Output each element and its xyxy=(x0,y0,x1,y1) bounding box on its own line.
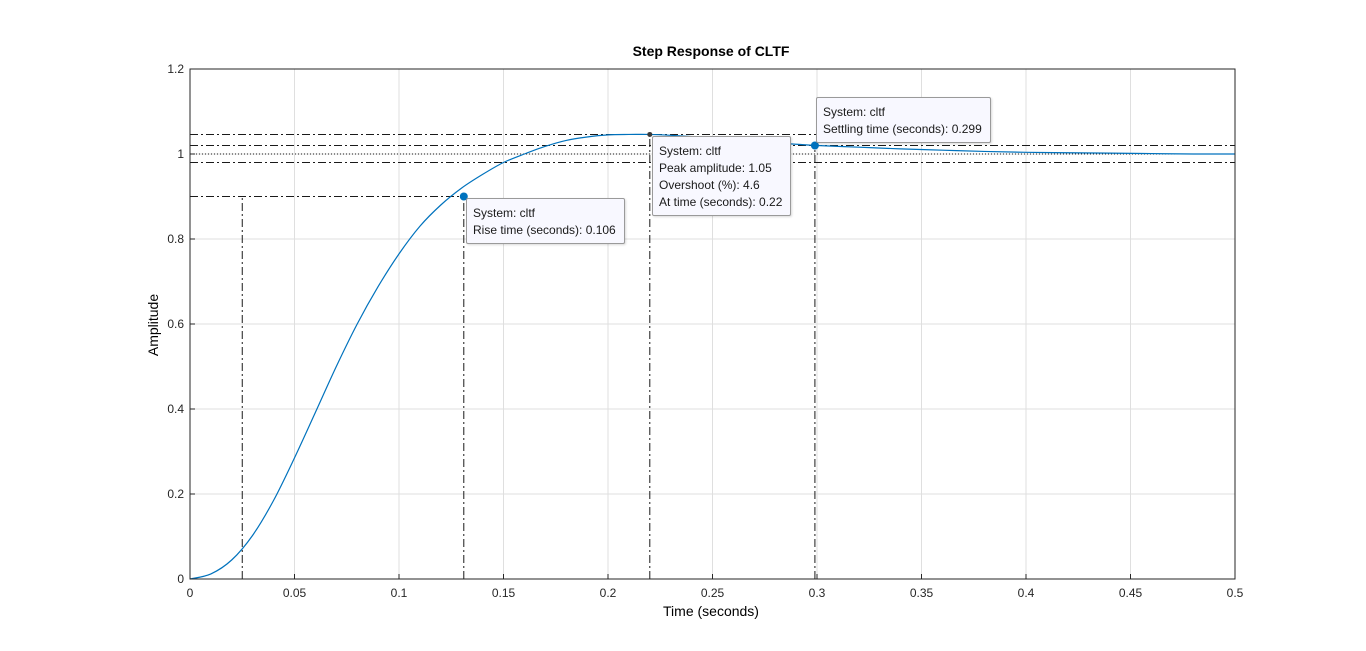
datatip-settling-system: System: cltf xyxy=(823,105,886,119)
y-tick-label: 0.2 xyxy=(167,487,184,501)
chart-title: Step Response of CLTF xyxy=(633,43,790,59)
settling-time-marker xyxy=(810,141,819,150)
datatip-settling-value: Settling time (seconds): 0.299 xyxy=(823,122,982,136)
datatip-rise-time[interactable]: System: cltf Rise time (seconds): 0.106 xyxy=(466,198,625,244)
x-tick-label: 0.15 xyxy=(492,586,516,600)
y-axis-label: Amplitude xyxy=(145,294,161,356)
x-tick-label: 0.5 xyxy=(1227,586,1244,600)
x-axis-label: Time (seconds) xyxy=(663,603,759,619)
datatip-peak-overshoot: Overshoot (%): 4.6 xyxy=(659,178,760,192)
datatip-peak-amplitude: Peak amplitude: 1.05 xyxy=(659,161,772,175)
datatip-markers xyxy=(459,131,819,201)
datatip-rise-system: System: cltf xyxy=(473,206,536,220)
x-tick-label: 0.35 xyxy=(910,586,934,600)
y-tick-labels: 0 0.2 0.4 0.6 0.8 1 1.2 xyxy=(167,62,184,586)
curve-layer xyxy=(189,133,1236,580)
datatip-peak-time: At time (seconds): 0.22 xyxy=(659,195,783,209)
x-tick-label: 0.05 xyxy=(283,586,307,600)
axes-box xyxy=(189,68,1236,580)
x-tick-label: 0.4 xyxy=(1018,586,1035,600)
x-tick-labels: 0 0.05 0.1 0.15 0.2 0.25 0.3 0.35 0.4 0.45 0.5 xyxy=(187,586,1244,600)
x-tick-label: 0.2 xyxy=(600,586,617,600)
datatip-rise-value: Rise time (seconds): 0.106 xyxy=(473,223,616,237)
x-tick-label: 0.45 xyxy=(1119,586,1143,600)
peak-marker xyxy=(647,131,653,137)
y-tick-label: 0.8 xyxy=(167,232,184,246)
step-response-curve xyxy=(189,133,1236,580)
x-tick-label: 0.25 xyxy=(701,586,725,600)
y-tick-label: 0.4 xyxy=(167,402,184,416)
rise-time-marker xyxy=(459,192,468,201)
y-tick-label: 1 xyxy=(177,147,184,161)
datatip-peak[interactable]: System: cltf Peak amplitude: 1.05 Oversh… xyxy=(652,136,792,216)
x-tick-label: 0.3 xyxy=(809,586,826,600)
y-tick-label: 0.6 xyxy=(167,317,184,331)
y-tick-label: 1.2 xyxy=(167,62,184,76)
x-tick-label: 0.1 xyxy=(391,586,408,600)
datatip-settling-time[interactable]: System: cltf Settling time (seconds): 0.… xyxy=(816,97,991,143)
datatip-peak-system: System: cltf xyxy=(659,144,722,158)
y-tick-label: 0 xyxy=(177,572,184,586)
x-tick-label: 0 xyxy=(187,586,194,600)
